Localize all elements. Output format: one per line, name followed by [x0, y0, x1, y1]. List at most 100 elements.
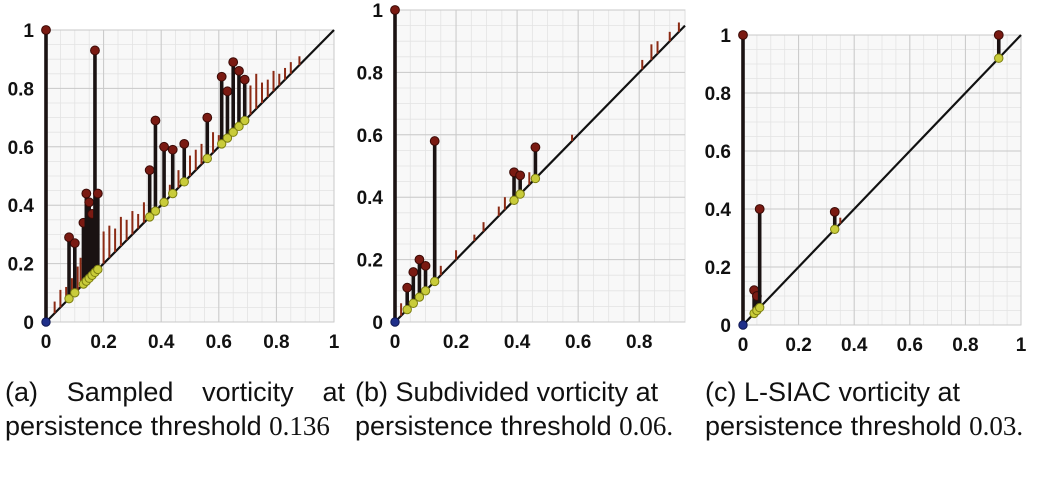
- y-tick-label: 0.8: [705, 84, 731, 105]
- death-point: [390, 5, 400, 15]
- caption-c-label: (c) L-SIAC vorticity at persistence thre…: [705, 377, 962, 441]
- x-tick-label: 0.6: [206, 332, 232, 353]
- death-point: [159, 141, 169, 152]
- chart-c-svg: 0 0.2 0.4 0.6 0.8 1 0 0.2 0.4 0.6 0.8 1: [705, 26, 1027, 356]
- y-tick-label: 0.6: [357, 126, 383, 147]
- death-point: [754, 204, 765, 214]
- caption-a-label: (a) Sampled vorticity at persistence thr…: [5, 377, 345, 441]
- panel-a: 0 0.2 0.4 0.6 0.8 1 0 0.2 0.4 0.6 0.8 1: [0, 0, 350, 360]
- death-point: [179, 138, 190, 149]
- birth-point: [202, 153, 212, 164]
- y-tick-label: 0.8: [8, 79, 34, 100]
- death-point: [515, 170, 526, 181]
- birth-point: [150, 206, 161, 216]
- y-tick-label: 1: [23, 21, 34, 42]
- death-point: [414, 254, 425, 265]
- death-point: [84, 197, 95, 208]
- death-point: [402, 282, 413, 293]
- x-tick-label: 0.6: [897, 335, 923, 356]
- death-point: [228, 57, 239, 68]
- birth-point: [530, 173, 541, 184]
- y-tick-label: 0.2: [8, 255, 34, 276]
- death-point: [738, 30, 748, 40]
- birth-point: [509, 195, 519, 206]
- death-point: [222, 86, 233, 97]
- death-point: [167, 144, 178, 155]
- death-point: [41, 25, 51, 35]
- death-point: [64, 232, 74, 243]
- birth-point: [420, 286, 431, 296]
- x-tick-label: 0.2: [90, 332, 116, 353]
- death-point: [408, 267, 419, 277]
- death-point: [829, 207, 840, 217]
- birth-point: [429, 276, 440, 287]
- y-tick-label: 0: [23, 313, 34, 334]
- death-point: [216, 71, 227, 82]
- death-point: [420, 260, 431, 271]
- birth-point: [234, 121, 244, 132]
- death-point: [993, 30, 1004, 40]
- y-tick-label: 0.2: [705, 258, 731, 279]
- panel-b: 0 0.2 0.4 0.6 0.8 0 0.2 0.4 0.6 0.8 1: [355, 0, 695, 360]
- x-tick-label: 0: [738, 335, 749, 356]
- birth-point: [515, 189, 525, 199]
- y-tick-label: 1: [372, 1, 383, 22]
- x-tick-label: 0.4: [148, 332, 175, 353]
- birth-point: [168, 188, 178, 199]
- birth-point: [830, 224, 840, 235]
- death-point: [150, 115, 161, 126]
- x-tick-label: 0.4: [504, 332, 531, 353]
- y-tick-label: 0.4: [8, 196, 35, 217]
- death-point: [90, 45, 100, 56]
- death-point: [429, 136, 440, 146]
- y-tick-label: 0.8: [357, 63, 383, 84]
- caption-b-label: (b) Subdivided vorticity at persistence …: [355, 377, 659, 441]
- caption-c-threshold: 0.03.: [969, 411, 1024, 441]
- birth-point: [159, 197, 169, 207]
- birth-point: [754, 302, 765, 313]
- x-tick-label: 0.8: [263, 332, 289, 353]
- birth-point: [93, 264, 103, 275]
- x-tick-label: 0.8: [952, 335, 978, 356]
- birth-point: [41, 317, 51, 327]
- x-tick-label: 0: [41, 332, 52, 353]
- birth-point: [738, 320, 748, 330]
- y-tick-label: 0.4: [357, 188, 384, 209]
- y-tick-label: 0: [720, 316, 731, 337]
- birth-point: [64, 293, 74, 304]
- death-point: [81, 188, 92, 199]
- y-tick-label: 0: [372, 313, 383, 334]
- death-point: [239, 74, 250, 85]
- y-tick-label: 0.4: [705, 200, 732, 221]
- birth-point: [408, 298, 419, 308]
- caption-a: (a) Sampled vorticity at persistence thr…: [5, 375, 345, 443]
- birth-point: [70, 288, 80, 298]
- y-tick-label: 1: [720, 26, 731, 47]
- diagonal-line: [742, 34, 1022, 326]
- birth-point: [228, 127, 238, 137]
- x-tick-label: 0.2: [785, 335, 811, 356]
- x-tick-label: 1: [1016, 335, 1027, 356]
- diagonal-line: [394, 24, 686, 323]
- x-tick-label: 0: [390, 332, 401, 353]
- death-point: [530, 142, 541, 153]
- caption-c: (c) L-SIAC vorticity at persistence thre…: [705, 375, 1045, 443]
- x-tick-label: 0.8: [626, 332, 652, 353]
- birth-point: [216, 139, 227, 149]
- chart-b-svg: 0 0.2 0.4 0.6 0.8 0 0.2 0.4 0.6 0.8 1: [357, 1, 686, 353]
- y-tick-label: 0.6: [8, 138, 34, 159]
- caption-a-threshold: 0.136: [269, 411, 330, 441]
- chart-a-svg: 0 0.2 0.4 0.6 0.8 1 0 0.2 0.4 0.6 0.8 1: [8, 21, 340, 353]
- death-point: [92, 188, 103, 199]
- x-tick-label: 0.6: [565, 332, 591, 353]
- birth-point: [144, 212, 155, 222]
- birth-point: [179, 177, 189, 187]
- x-tick-label: 0.2: [443, 332, 469, 353]
- panel-c: 0 0.2 0.4 0.6 0.8 1 0 0.2 0.4 0.6 0.8 1: [700, 0, 1047, 360]
- death-point: [234, 65, 244, 76]
- birth-point: [414, 292, 425, 302]
- caption-b-threshold: 0.06.: [619, 411, 674, 441]
- birth-point: [402, 304, 412, 315]
- x-tick-label: 1: [329, 332, 340, 353]
- birth-point: [994, 53, 1004, 63]
